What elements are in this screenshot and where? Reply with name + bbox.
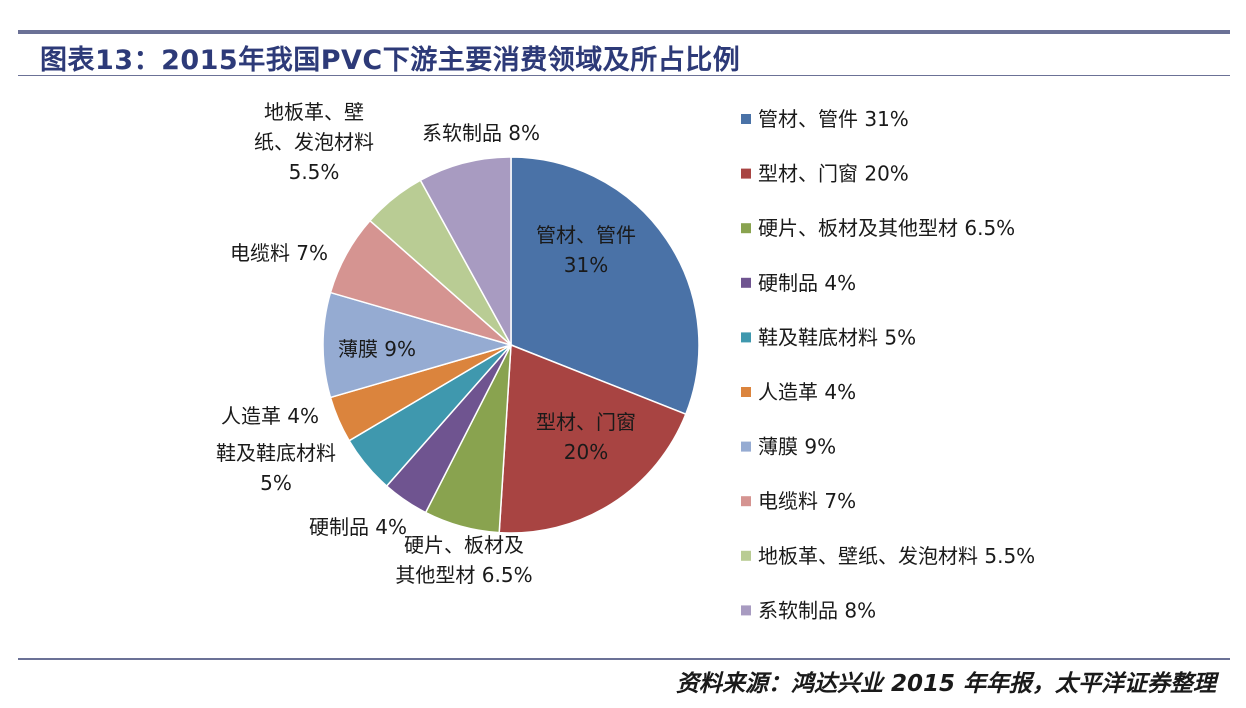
legend-swatch-8 bbox=[741, 496, 751, 507]
slice-label-line: 20% bbox=[564, 440, 608, 464]
slice-label-3: 硬片、板材及其他型材 6.5% bbox=[395, 533, 532, 587]
slice-label-line: 5.5% bbox=[289, 160, 340, 184]
slice-label-line: 纸、发泡材料 bbox=[254, 130, 374, 154]
legend-swatch-10 bbox=[741, 605, 751, 616]
legend-label-8: 电缆料 7% bbox=[758, 489, 856, 513]
slice-label-8: 电缆料 7% bbox=[230, 241, 328, 265]
legend-label-7: 薄膜 9% bbox=[758, 435, 836, 459]
top-rule bbox=[18, 30, 1230, 34]
slice-label-10: 系软制品 8% bbox=[422, 121, 540, 145]
slice-label-line: 31% bbox=[564, 253, 608, 277]
pie-slices bbox=[322, 156, 700, 534]
bottom-rule bbox=[18, 658, 1230, 660]
slice-label-line: 鞋及鞋底材料 bbox=[216, 441, 336, 465]
slice-label-line: 型材、门窗 bbox=[536, 410, 636, 434]
slice-label-1: 管材、管件 31% bbox=[536, 223, 636, 277]
slice-label-2: 型材、门窗 20% bbox=[536, 410, 636, 464]
slice-label-line: 硬片、板材及 bbox=[404, 533, 524, 557]
slice-label-line: 地板革、壁 bbox=[264, 100, 364, 124]
pie-slice-10 bbox=[419, 156, 512, 346]
pie-slice-7 bbox=[322, 291, 514, 399]
legend-label-10: 系软制品 8% bbox=[758, 598, 876, 622]
slice-label-line: 人造革 4% bbox=[221, 404, 319, 428]
legend-label-9: 地板革、壁纸、发泡材料 5.5% bbox=[758, 544, 1035, 568]
figure-title: 图表13：2015年我国PVC下游主要消费领域及所占比例 bbox=[40, 45, 741, 76]
slice-label-5: 鞋及鞋底材料 5% bbox=[216, 441, 336, 495]
slice-label-line: 系软制品 8% bbox=[422, 121, 540, 145]
slice-label-line: 管材、管件 bbox=[536, 223, 636, 247]
slice-label-line: 电缆料 7% bbox=[230, 241, 328, 265]
legend-swatch-4 bbox=[741, 277, 751, 288]
slice-label-line: 其他型材 6.5% bbox=[395, 563, 532, 587]
title-rule bbox=[18, 75, 1230, 76]
slice-label-9: 地板革、壁纸、发泡材料 5.5% bbox=[254, 100, 374, 184]
slice-label-7: 薄膜 9% bbox=[338, 337, 416, 361]
legend-swatch-7 bbox=[741, 441, 751, 452]
legend: 管材、管件 31% 型材、门窗 20% 硬片、板材及其他型材 6.5% 硬制品 4% 鞋… bbox=[741, 107, 1035, 622]
slice-label-line: 薄膜 9% bbox=[338, 337, 416, 361]
slice-labels: 管材、管件 31%型材、门窗 20%硬片、板材及其他型材 6.5%硬制品 4%鞋及鞋… bbox=[216, 100, 636, 587]
legend-label-6: 人造革 4% bbox=[758, 380, 856, 404]
legend-swatch-3 bbox=[741, 223, 751, 234]
legend-label-3: 硬片、板材及其他型材 6.5% bbox=[758, 216, 1015, 240]
pie-slice-1 bbox=[510, 156, 700, 416]
slice-label-4: 硬制品 4% bbox=[309, 515, 407, 539]
legend-swatch-1 bbox=[741, 114, 751, 124]
legend-swatch-6 bbox=[741, 387, 751, 397]
legend-label-4: 硬制品 4% bbox=[758, 271, 856, 295]
legend-label-2: 型材、门窗 20% bbox=[758, 162, 909, 186]
legend-label-5: 鞋及鞋底材料 5% bbox=[758, 325, 916, 349]
slice-label-line: 5% bbox=[260, 471, 292, 495]
legend-swatch-9 bbox=[741, 550, 751, 561]
slice-label-6: 人造革 4% bbox=[221, 404, 319, 428]
source-note: 资料来源：鸿达兴业 2015 年年报，太平洋证券整理 bbox=[675, 671, 1216, 697]
legend-swatch-2 bbox=[741, 168, 751, 179]
slice-label-line: 硬制品 4% bbox=[309, 515, 407, 539]
legend-swatch-5 bbox=[741, 332, 751, 343]
pie-slice-2 bbox=[498, 343, 687, 534]
legend-label-1: 管材、管件 31% bbox=[758, 107, 909, 131]
